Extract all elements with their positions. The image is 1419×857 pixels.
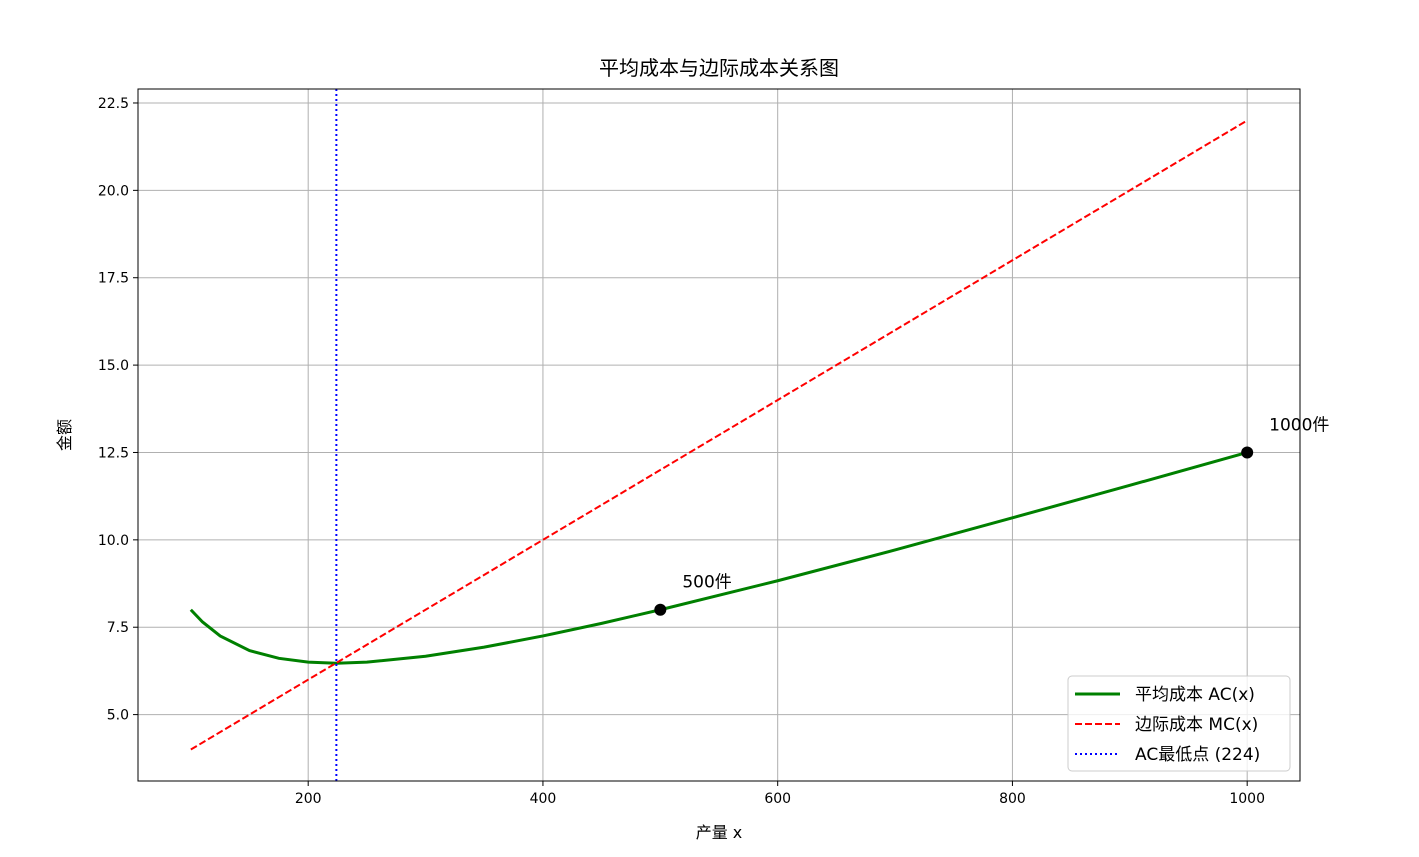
chart-title: 平均成本与边际成本关系图 (599, 56, 839, 80)
point-annotation: 1000件 (1269, 415, 1329, 435)
y-tick-label: 20.0 (98, 183, 129, 199)
plot-frame (137, 88, 1301, 782)
x-tick-label: 200 (295, 791, 322, 807)
y-tick-label: 22.5 (98, 96, 129, 112)
y-tick-label: 10.0 (98, 533, 129, 549)
x-tick-label: 1000 (1229, 791, 1265, 807)
x-tick-label: 400 (530, 791, 557, 807)
legend-box (1067, 675, 1291, 772)
x-tick-label: 600 (764, 791, 791, 807)
x-tick-label: 800 (999, 791, 1026, 807)
highlight-point (1241, 446, 1254, 459)
x-axis-label: 产量 x (696, 823, 743, 842)
y-tick-label: 7.5 (107, 620, 129, 636)
grid (138, 89, 1300, 781)
legend-label: 边际成本 MC(x) (1135, 715, 1258, 735)
y-axis-label: 金额 (55, 419, 74, 451)
y-tick-label: 17.5 (98, 271, 129, 287)
highlight-point (654, 603, 667, 616)
legend-label: 平均成本 AC(x) (1135, 685, 1255, 705)
legend-label: AC最低点 (224) (1135, 745, 1260, 765)
axis-ticks: 200 400 600 800 1000 5.0 7.5 10.0 12.5 15.0 17.5 20… (98, 96, 1265, 807)
legend: 平均成本 AC(x) 边际成本 MC(x) AC最低点 (224) (1067, 675, 1291, 772)
y-tick-label: 15.0 (98, 358, 129, 374)
mc-line (190, 119, 1248, 751)
ac-curve (189, 451, 1248, 665)
y-tick-label: 12.5 (98, 445, 129, 461)
y-tick-label: 5.0 (107, 708, 129, 724)
point-annotation: 500件 (682, 573, 731, 593)
plot-marks: 500件 1000件 (189, 89, 1329, 781)
